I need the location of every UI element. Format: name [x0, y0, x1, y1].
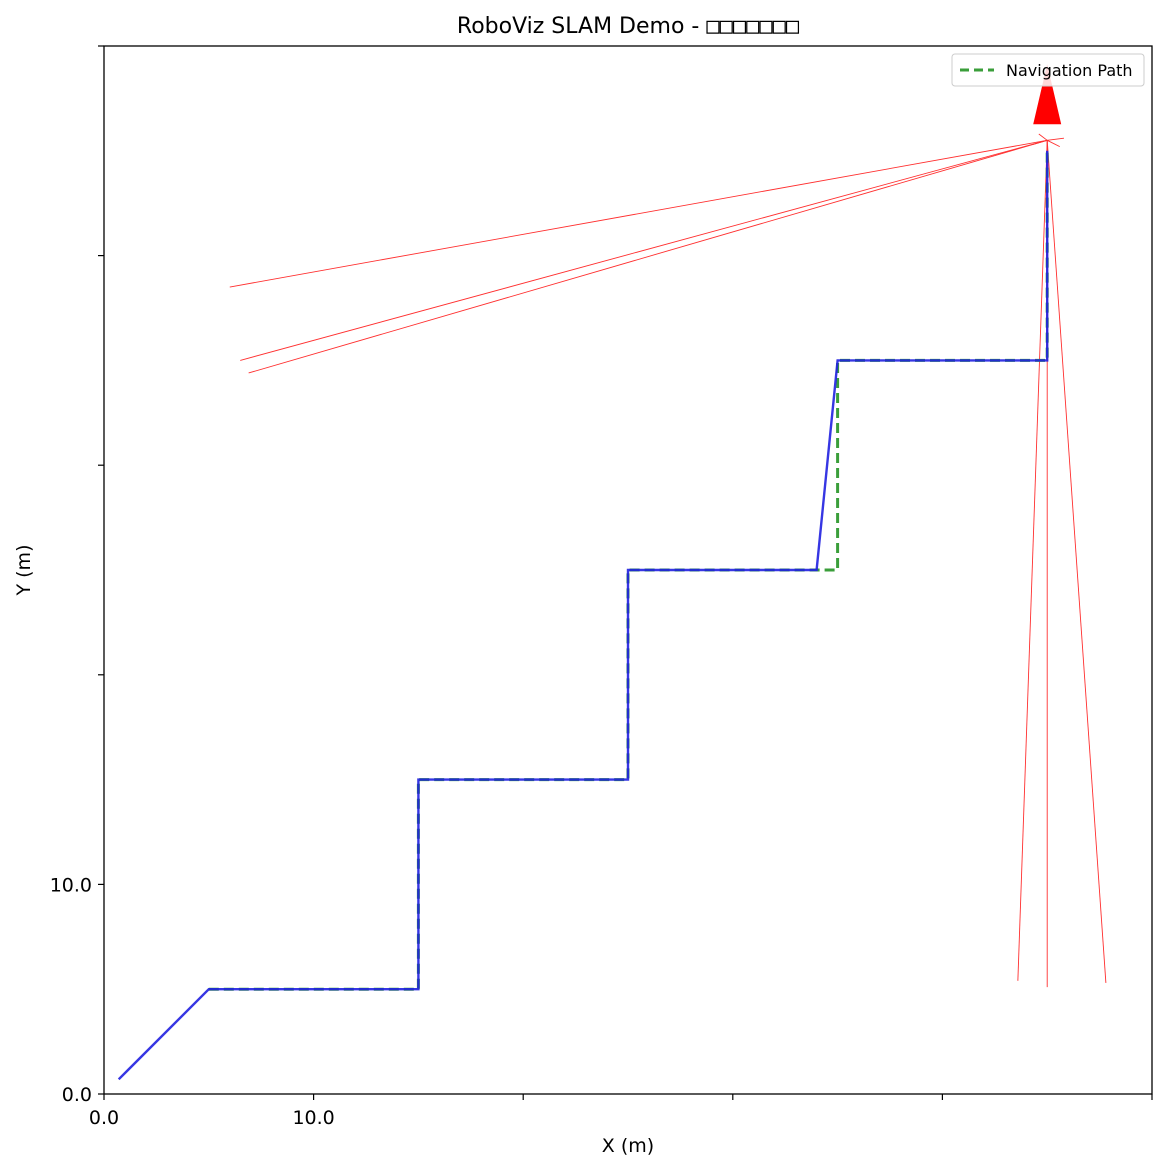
- x-axis-label: X (m): [602, 1135, 654, 1157]
- lidar-short-ray-2: [1038, 133, 1048, 141]
- legend-label-navigation-path: Navigation Path: [1006, 61, 1133, 80]
- y-axis-label: Y (m): [13, 545, 35, 597]
- y-tick-label-0: 0.0: [62, 1084, 92, 1106]
- series-trajectory: [117, 150, 1049, 1081]
- lidar-ray-2: [248, 139, 1048, 374]
- axis-ticks: 0.0 10.0 0.0 10.0: [50, 45, 1153, 1129]
- lidar-ray-1: [240, 139, 1048, 361]
- lidar-short-ray-3: [1046, 139, 1060, 148]
- chart-title-text: RoboViz SLAM Demo -: [457, 14, 706, 39]
- axes-frame: [103, 45, 1153, 1095]
- lidar-short-ray-1: [1047, 137, 1065, 141]
- robot-marker: [1033, 64, 1062, 125]
- legend: Navigation Path: [951, 53, 1145, 87]
- lidar-ray-0: [229, 139, 1048, 288]
- x-tick-label-1: 10.0: [292, 1107, 334, 1129]
- legend-frame: [951, 53, 1145, 87]
- chart-title: RoboViz SLAM Demo - □□□□□□□: [457, 14, 800, 39]
- chart-title-missing-glyphs: □□□□□□□: [706, 14, 799, 39]
- x-tick-label-0: 0.0: [89, 1107, 119, 1129]
- lidar-short-ray-0: [1032, 139, 1048, 145]
- lidar-ray-3: [1017, 140, 1048, 981]
- lidar-ray-5: [1046, 140, 1107, 983]
- y-tick-label-1: 10.0: [50, 874, 92, 896]
- plot-area: [117, 64, 1107, 1081]
